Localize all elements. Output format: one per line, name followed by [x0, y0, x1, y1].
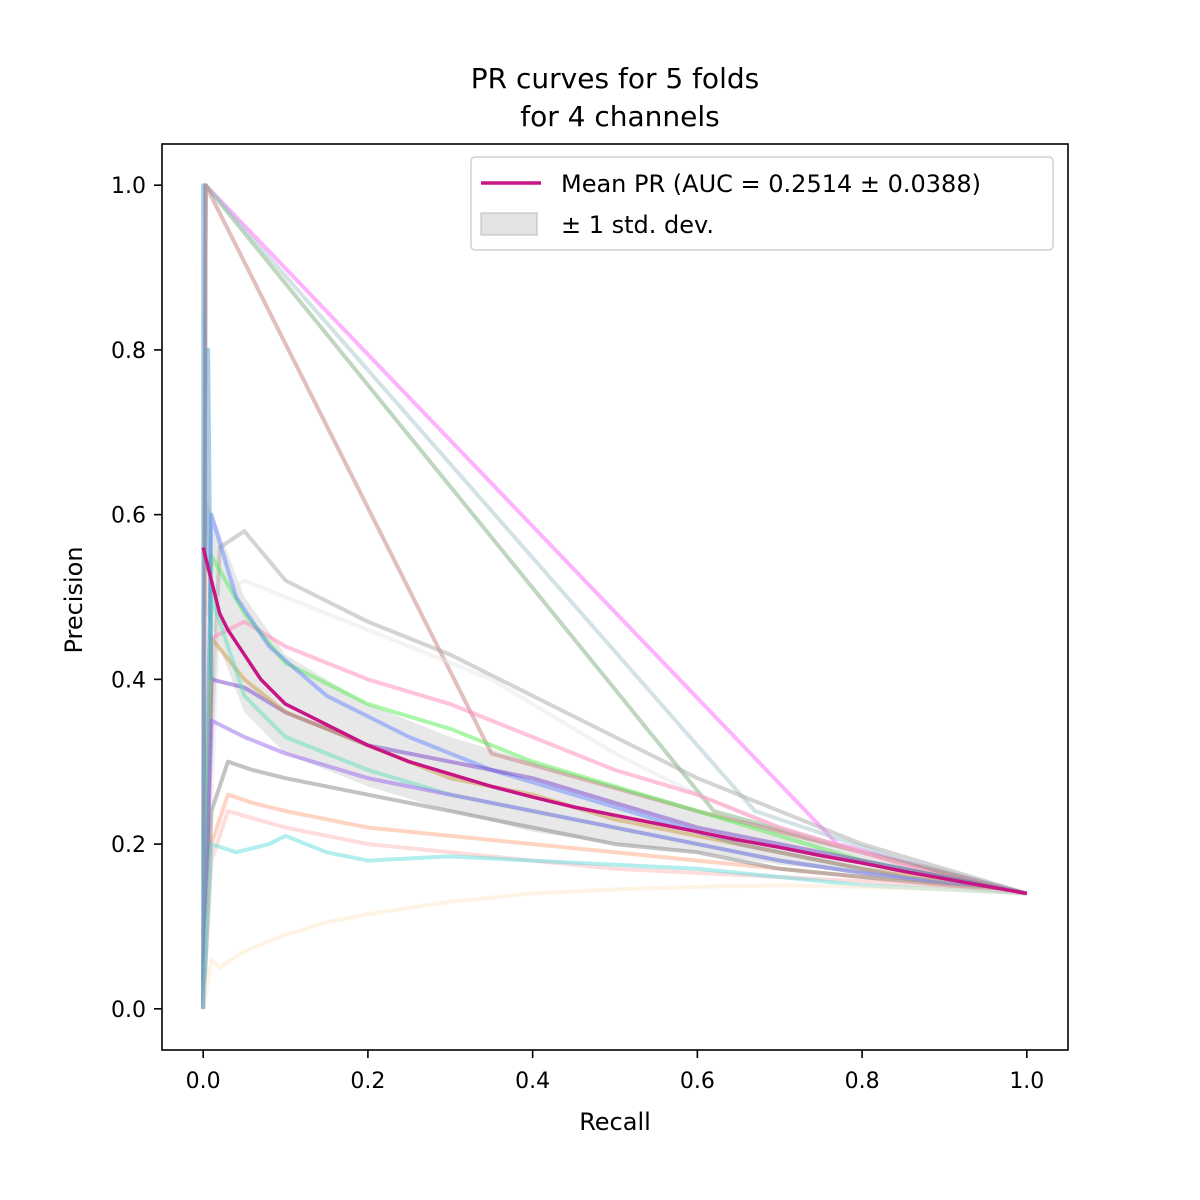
- y-tick-label: 0.8: [111, 339, 146, 364]
- legend-std-label: ± 1 std. dev.: [561, 211, 714, 239]
- mean-curve-layer: [201, 547, 1028, 896]
- y-tick-label: 0.6: [111, 504, 146, 529]
- y-tick-label: 0.2: [111, 833, 146, 858]
- y-tick-label: 0.4: [111, 668, 146, 693]
- y-axis-label: Precision: [60, 546, 88, 653]
- legend: Mean PR (AUC = 0.2514 ± 0.0388) ± 1 std.…: [470, 156, 1054, 251]
- fold-curve-5: [201, 529, 1028, 1009]
- fold-curve-17: [201, 833, 1027, 1009]
- y-tick-label: 0.0: [111, 998, 146, 1023]
- x-tick-label: 0.6: [680, 1069, 715, 1094]
- legend-std-swatch: [480, 212, 538, 236]
- y-axis-ticks: 0.0 0.2 0.4 0.6 0.8 1.0: [111, 174, 162, 1023]
- fold-curve-18: [201, 883, 1027, 1010]
- x-tick-label: 0.2: [350, 1069, 385, 1094]
- x-tick-label: 0.4: [515, 1069, 550, 1094]
- legend-box: [470, 156, 1054, 251]
- fold-curve-13: [201, 718, 1028, 1009]
- x-tick-label: 0.0: [186, 1069, 221, 1094]
- fold-curve-11: [201, 636, 1028, 1009]
- fold-curve-7: [201, 619, 1028, 1009]
- legend-mean-label: Mean PR (AUC = 0.2514 ± 0.0388): [561, 170, 981, 198]
- x-axis-ticks: 0.0 0.2 0.4 0.6 0.8 1.0: [186, 1050, 1044, 1094]
- x-tick-label: 0.8: [845, 1069, 880, 1094]
- chart-title-line-2: for 4 channels: [520, 100, 720, 133]
- std-dev-band-layer: [203, 489, 1027, 896]
- y-tick-label: 1.0: [111, 174, 146, 199]
- chart-title-line-1: PR curves for 5 folds: [471, 62, 759, 95]
- fold-curve-15: [201, 759, 1027, 1009]
- x-tick-label: 1.0: [1009, 1069, 1044, 1094]
- mean-pr-curve: [201, 547, 1028, 896]
- fold-curve-10: [201, 677, 1028, 1009]
- std-dev-band: [203, 489, 1027, 896]
- x-axis-label: Recall: [579, 1108, 651, 1136]
- plot-frame: [161, 143, 1069, 1051]
